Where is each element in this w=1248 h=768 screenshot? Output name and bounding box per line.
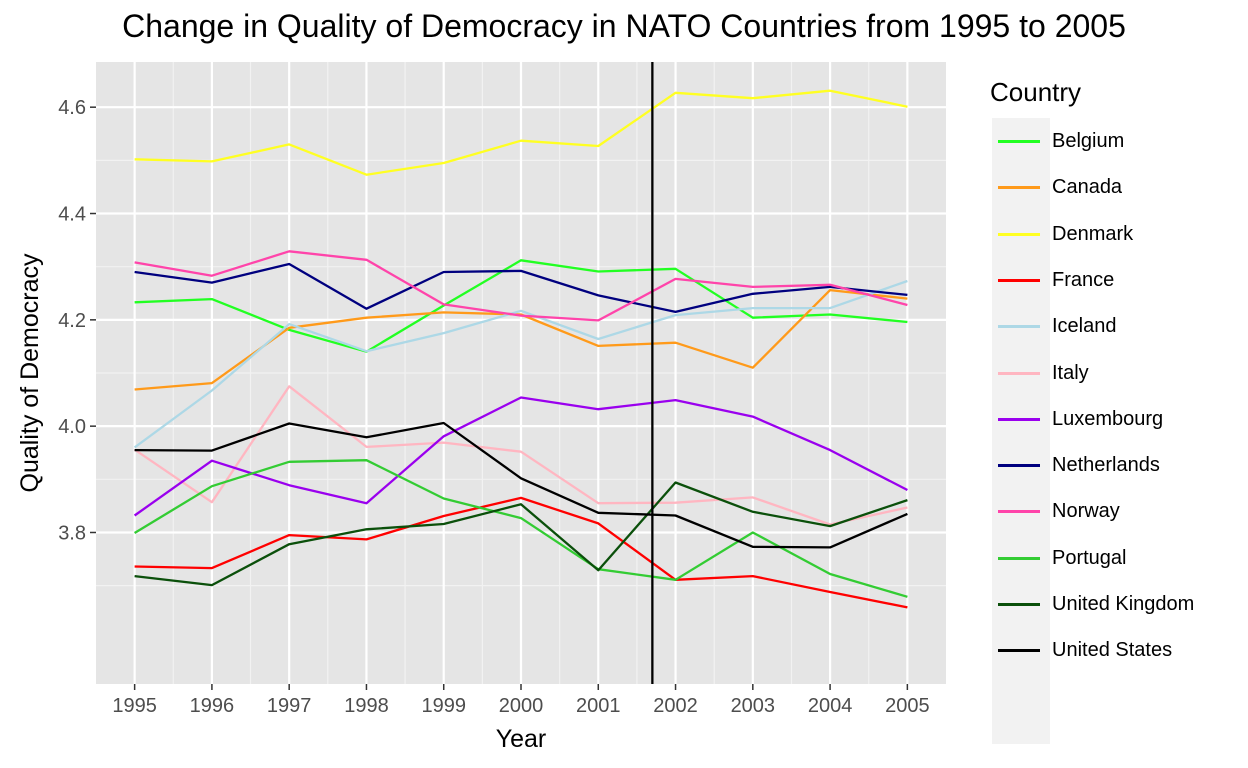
x-tick-label: 1999 [421, 695, 466, 717]
x-tick-label: 1998 [344, 695, 389, 717]
series-line-united-states [134, 421, 908, 549]
x-tick-label: 1997 [267, 695, 312, 717]
x-tick-label: 2004 [808, 695, 853, 717]
series-line-belgium [134, 259, 908, 353]
y-tick-label: 4.2 [58, 310, 86, 332]
x-axis-title: Year [496, 725, 547, 753]
legend-label: Netherlands [1052, 454, 1160, 477]
legend-title: Country [990, 77, 1082, 107]
legend-label: Italy [1052, 361, 1089, 384]
series-line-france [134, 496, 908, 609]
legend-item-luxembourg: Luxembourg [990, 396, 1240, 442]
legend-item-denmark: Denmark [990, 211, 1240, 257]
y-tick-label: 4.0 [58, 416, 86, 438]
series-line-italy [133, 385, 908, 526]
series-line-united-kingdom [134, 481, 908, 587]
legend-item-netherlands: Netherlands [990, 442, 1240, 488]
legend-item-france: France [990, 257, 1240, 303]
chart-title: Change in Quality of Democracy in NATO C… [122, 8, 1126, 44]
legend-label: Portugal [1052, 546, 1127, 569]
legend-label: Denmark [1052, 222, 1134, 245]
legend-label: United States [1052, 639, 1173, 662]
grid-lines [96, 62, 946, 684]
legend-label: Canada [1052, 176, 1123, 199]
y-tick-label: 4.6 [58, 97, 86, 119]
y-axis-title: Quality of Democracy [16, 253, 44, 492]
legend: Country Belgium Canada Denmark France Icelan… [990, 72, 1240, 744]
legend-item-belgium: Belgium [990, 118, 1240, 164]
x-tick-label: 1996 [190, 695, 235, 717]
legend-swatch [998, 603, 1040, 606]
legend-swatch [998, 325, 1040, 329]
x-tick-label: 2002 [653, 695, 698, 717]
legend-item-united-kingdom: United Kingdom [990, 581, 1240, 627]
series-line-iceland [133, 279, 908, 449]
legend-label: Belgium [1052, 130, 1125, 152]
series-line-luxembourg [133, 396, 908, 517]
legend-swatch [998, 186, 1040, 190]
legend-swatch [998, 649, 1040, 653]
y-tick-label: 4.4 [58, 204, 86, 226]
series-line-denmark [134, 89, 908, 176]
legend-item-norway: Norway [990, 488, 1240, 534]
legend-swatch [998, 140, 1040, 143]
legend-label: Norway [1052, 500, 1120, 523]
x-tick-label: 2001 [576, 695, 621, 717]
legend-label: United Kingdom [1052, 593, 1195, 615]
x-tick-label: 2000 [499, 695, 544, 717]
legend-swatch [998, 371, 1040, 375]
y-tick-label: 3.8 [58, 522, 86, 544]
x-tick-label: 1995 [112, 695, 157, 717]
legend-label: Luxembourg [1052, 407, 1164, 430]
x-tick-label: 2005 [885, 695, 930, 717]
legend-swatch [998, 278, 1040, 282]
series-line-norway [134, 250, 908, 322]
legend-item-iceland: Iceland [990, 303, 1240, 349]
legend-item-united-states: United States [990, 627, 1240, 673]
axes: 3.8 4.0 4.2 4.4 4.6 1995 1996 1997 1998 1999 2000 2… [58, 97, 929, 717]
legend-item-italy: Italy [990, 350, 1240, 396]
legend-label: Iceland [1052, 315, 1117, 338]
legend-swatch [998, 556, 1040, 560]
legend-item-portugal: Portugal [990, 535, 1240, 581]
legend-key-background [992, 118, 1050, 744]
legend-item-canada: Canada [990, 164, 1240, 210]
series-line-netherlands [134, 262, 908, 314]
legend-swatch [998, 510, 1040, 514]
legend-label: France [1052, 268, 1115, 291]
legend-swatch [998, 232, 1040, 236]
legend-swatch [998, 464, 1040, 468]
x-tick-label: 2003 [731, 695, 776, 717]
legend-swatch [998, 417, 1040, 421]
series-lines [133, 89, 908, 609]
